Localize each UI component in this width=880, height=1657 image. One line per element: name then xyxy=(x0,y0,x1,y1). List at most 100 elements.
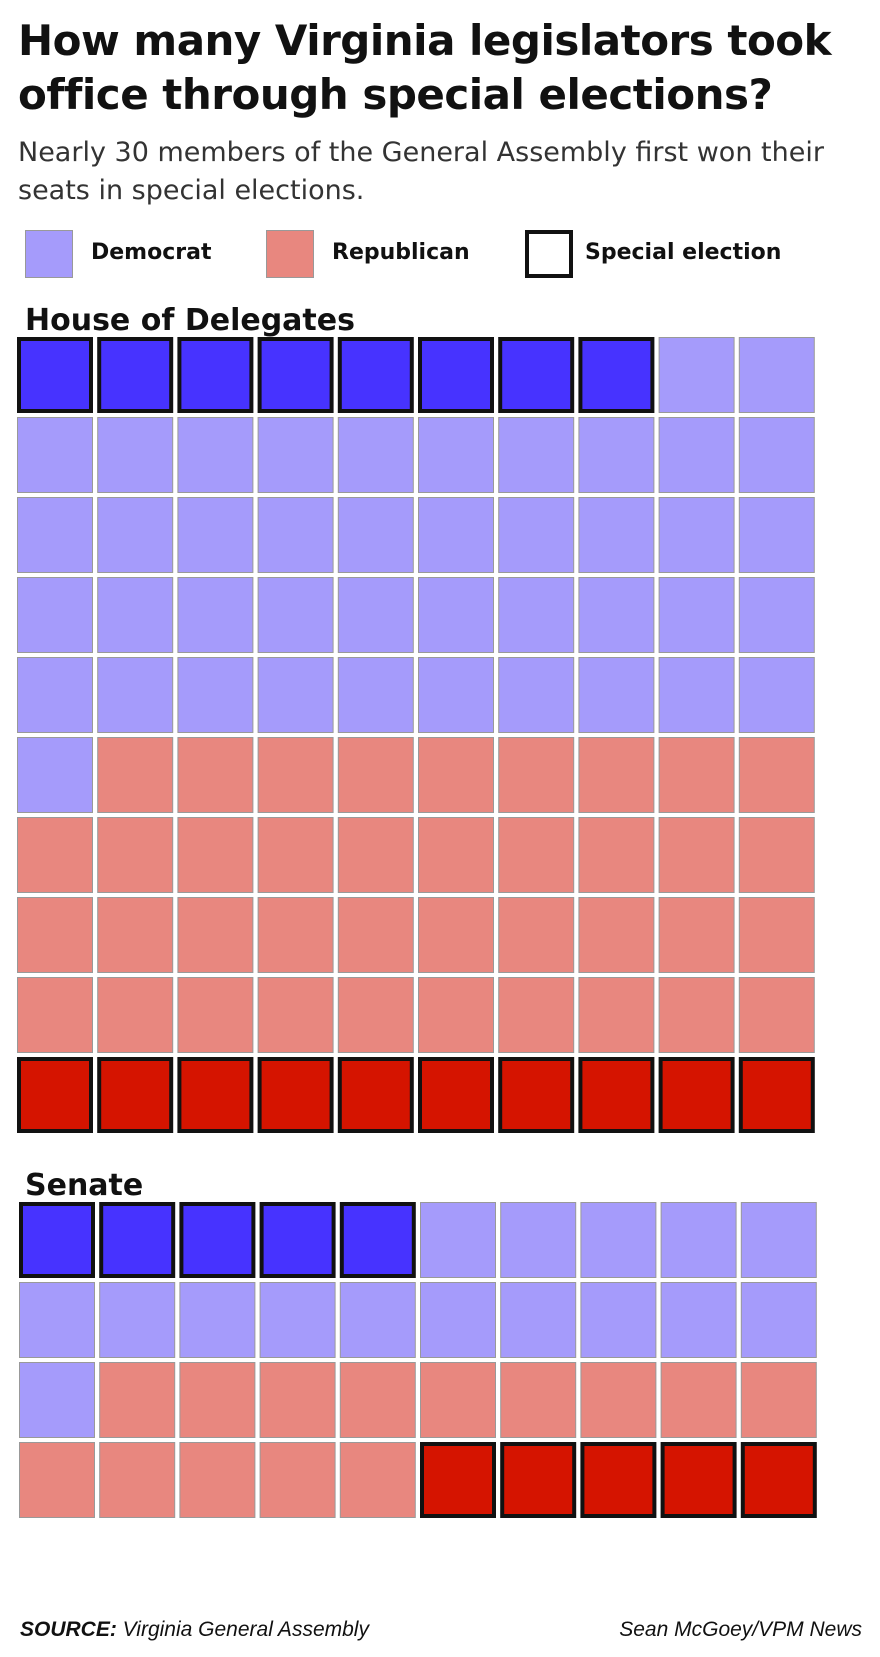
waffle-cell-republican-special-election xyxy=(337,1057,414,1133)
waffle-cell-republican xyxy=(418,977,494,1053)
waffle-cell-democrat-special-election xyxy=(177,337,254,413)
waffle-cell-republican xyxy=(337,897,414,973)
waffle-cell-republican xyxy=(99,1362,176,1438)
waffle-cell-democrat xyxy=(738,577,815,653)
waffle-cell-republican xyxy=(339,1362,416,1438)
waffle-cell-republican xyxy=(259,1442,336,1518)
waffle-cell-democrat xyxy=(177,657,254,733)
waffle-cell-democrat xyxy=(97,657,174,733)
waffle-cell-republican xyxy=(578,977,655,1053)
waffle-cell-republican xyxy=(738,897,815,973)
waffle-cell-republican-special-election xyxy=(578,1057,655,1133)
waffle-cell-republican xyxy=(498,977,575,1053)
legend-label-democrat: Democrat xyxy=(91,240,212,265)
waffle-cell-republican xyxy=(418,897,494,973)
waffle-cell-republican xyxy=(740,1362,817,1438)
waffle-cell-democrat xyxy=(578,577,655,653)
waffle-cell-republican xyxy=(337,977,414,1053)
waffle-cell-republican xyxy=(498,817,575,893)
waffle-cell-republican xyxy=(257,897,334,973)
waffle-cell-democrat xyxy=(257,497,334,573)
waffle-cell-democrat xyxy=(17,577,93,653)
waffle-cell-republican xyxy=(177,977,254,1053)
waffle-cell-republican xyxy=(420,1362,496,1438)
waffle-cell-democrat xyxy=(337,577,414,653)
waffle-cell-republican xyxy=(500,1362,577,1438)
waffle-cell-republican xyxy=(660,1362,737,1438)
waffle-cell-democrat-special-election xyxy=(259,1202,336,1278)
waffle-cell-democrat-special-election xyxy=(418,337,494,413)
waffle-cell-democrat-special-election xyxy=(257,337,334,413)
waffle-cell-democrat-special-election xyxy=(99,1202,176,1278)
waffle-cell-republican-special-election xyxy=(740,1442,817,1518)
waffle-cell-democrat xyxy=(257,657,334,733)
waffle-cell-republican-special-election xyxy=(257,1057,334,1133)
waffle-cell-republican xyxy=(418,817,494,893)
waffle-cell-republican xyxy=(337,817,414,893)
waffle-cell-democrat-special-election xyxy=(337,337,414,413)
waffle-cell-democrat xyxy=(498,577,575,653)
waffle-cell-democrat xyxy=(658,577,735,653)
waffle-cell-democrat xyxy=(418,657,494,733)
waffle-cell-democrat-special-election xyxy=(179,1202,256,1278)
waffle-cell-democrat xyxy=(658,417,735,493)
waffle-cell-republican xyxy=(257,737,334,813)
legend-label-special-election: Special election xyxy=(585,240,782,265)
waffle-cell-republican xyxy=(580,1362,657,1438)
waffle-cell-republican xyxy=(179,1362,256,1438)
chart-subtitle: Nearly 30 members of the General Assembl… xyxy=(18,137,824,206)
waffle-cell-republican xyxy=(738,817,815,893)
waffle-cell-democrat xyxy=(578,417,655,493)
waffle-cell-democrat-special-election xyxy=(97,337,174,413)
waffle-cell-republican-special-election xyxy=(420,1442,496,1518)
waffle-cell-democrat xyxy=(259,1282,336,1358)
waffle-cell-democrat xyxy=(337,657,414,733)
legend-swatch-special-election xyxy=(525,230,573,278)
waffle-cell-republican xyxy=(578,737,655,813)
waffle-cell-republican xyxy=(97,737,174,813)
source-label: SOURCE: xyxy=(20,1618,117,1641)
waffle-cell-democrat xyxy=(257,577,334,653)
waffle-cell-democrat xyxy=(17,417,93,493)
waffle-cell-democrat xyxy=(500,1282,577,1358)
waffle-cell-republican xyxy=(179,1442,256,1518)
waffle-cell-democrat xyxy=(17,737,93,813)
waffle-cell-republican xyxy=(339,1442,416,1518)
waffle-cell-democrat xyxy=(658,657,735,733)
waffle-cell-democrat-special-election xyxy=(19,1202,95,1278)
waffle-cell-democrat xyxy=(580,1202,657,1278)
waffle-cell-republican xyxy=(97,977,174,1053)
waffle-cell-democrat xyxy=(17,497,93,573)
waffle-cell-republican xyxy=(99,1442,176,1518)
legend-swatch-democrat xyxy=(25,230,73,278)
waffle-cell-republican xyxy=(337,737,414,813)
waffle-cell-republican xyxy=(17,977,93,1053)
waffle-cell-republican xyxy=(177,737,254,813)
waffle-cell-democrat xyxy=(738,417,815,493)
waffle-cell-democrat xyxy=(337,497,414,573)
chart-title: How many Virginia legislators took offic… xyxy=(18,16,832,119)
waffle-cell-republican xyxy=(658,977,735,1053)
waffle-cell-democrat xyxy=(498,657,575,733)
waffle-cell-democrat-special-election xyxy=(339,1202,416,1278)
waffle-cell-republican-special-election xyxy=(500,1442,577,1518)
waffle-cell-democrat xyxy=(740,1202,817,1278)
waffle-cell-democrat xyxy=(658,497,735,573)
waffle-cell-republican xyxy=(738,737,815,813)
house-section-title: House of Delegates xyxy=(25,303,355,338)
waffle-cell-democrat xyxy=(177,417,254,493)
senate-section-title: Senate xyxy=(25,1168,144,1203)
waffle-cell-republican-special-election xyxy=(17,1057,93,1133)
waffle-cell-democrat xyxy=(580,1282,657,1358)
waffle-cell-democrat xyxy=(97,577,174,653)
waffle-cell-democrat xyxy=(177,497,254,573)
waffle-cell-republican xyxy=(177,817,254,893)
waffle-cell-republican xyxy=(658,897,735,973)
waffle-cell-democrat xyxy=(660,1282,737,1358)
waffle-cell-republican xyxy=(658,737,735,813)
waffle-cell-democrat xyxy=(339,1282,416,1358)
waffle-cell-republican xyxy=(19,1442,95,1518)
waffle-cell-republican-special-election xyxy=(660,1442,737,1518)
waffle-cell-republican-special-election xyxy=(418,1057,494,1133)
